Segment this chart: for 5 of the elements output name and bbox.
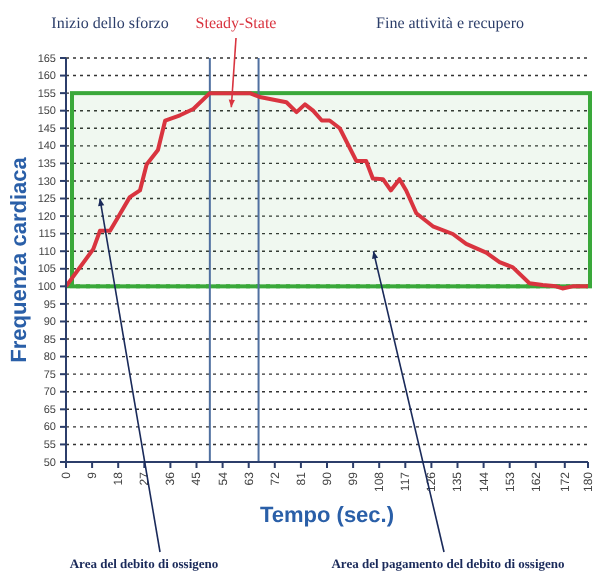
annotation: Steady-State xyxy=(195,14,278,32)
text: Fine attività e recupero xyxy=(376,14,524,32)
y-axis-title: Frequenza cardiaca xyxy=(8,155,32,363)
x-axis-title: Tempo (sec.) xyxy=(259,504,395,528)
text: Inizio dello sforzo xyxy=(51,14,169,32)
